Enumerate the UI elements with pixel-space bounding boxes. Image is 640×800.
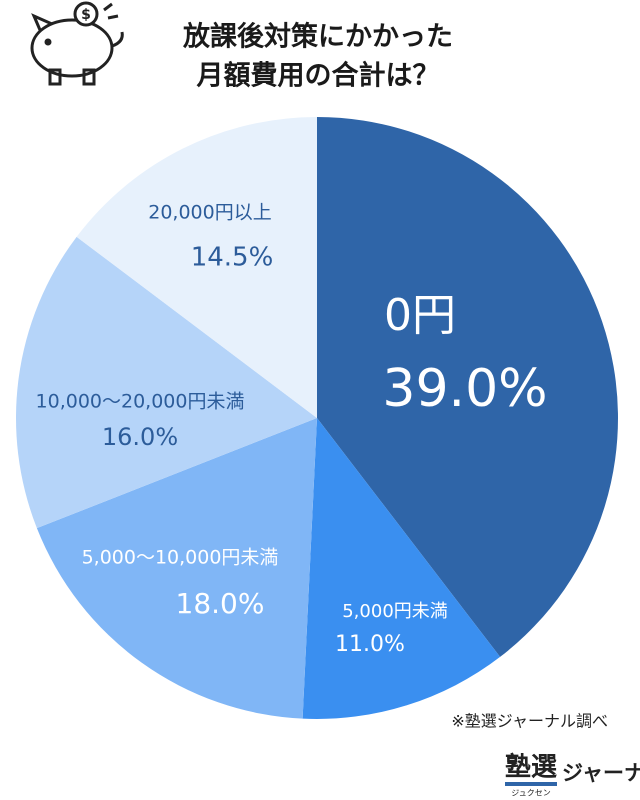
logo-main: 塾選 — [505, 752, 557, 783]
logo-sub: ジャーナル — [562, 761, 640, 785]
chart-title: 月額費用の合計は？ — [196, 60, 440, 92]
value-label: 16.0% — [102, 423, 178, 451]
value-label: 18.0% — [176, 587, 265, 620]
pie-slice — [302, 418, 501, 719]
pie-slice — [15, 236, 317, 529]
category-label: 10,000〜20,000円未満 — [36, 391, 245, 413]
logo-reading: ジュクセン — [511, 789, 550, 798]
value-label: 39.0% — [382, 359, 547, 419]
category-label: 5,000円未満 — [342, 601, 448, 622]
pie-slice — [76, 116, 317, 418]
category-label: 20,000円以上 — [148, 202, 271, 224]
pie-slice — [317, 117, 618, 657]
chart-title: 放課後対策にかかった — [182, 21, 453, 53]
value-label: 11.0% — [335, 632, 405, 657]
piggy-icon — [30, 1, 124, 86]
dollar-sign: $ — [81, 7, 91, 23]
source-note: ※塾選ジャーナル調べ — [451, 712, 608, 731]
logo-bar — [505, 782, 557, 786]
pie — [15, 116, 618, 719]
category-label: 0円 — [384, 290, 456, 341]
value-label: 14.5% — [191, 243, 274, 273]
category-label: 5,000〜10,000円未満 — [82, 547, 279, 569]
labels: 0円 39.0% 5,000円未満 11.0% 5,000〜10,000円未満 18.0%… — [36, 202, 548, 658]
pie-slice — [36, 418, 317, 719]
